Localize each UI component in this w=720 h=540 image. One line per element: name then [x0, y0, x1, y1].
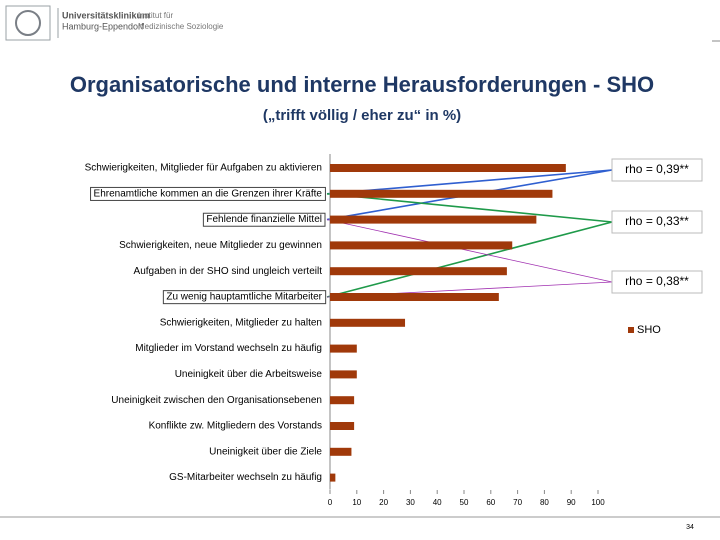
- annotation: rho = 0,38**: [625, 274, 689, 288]
- label-box: [162, 290, 327, 305]
- category-label: Schwierigkeiten, Mitglieder für Aufgaben…: [85, 163, 322, 174]
- x-tick-label: 70: [513, 498, 522, 507]
- category-label: Uneinigkeit zwischen den Organisationseb…: [111, 395, 322, 406]
- chart-title: Organisatorische und interne Herausforde…: [70, 72, 654, 97]
- bar: [330, 293, 499, 301]
- annotation: rho = 0,33**: [625, 214, 689, 228]
- bar: [330, 164, 566, 172]
- label-box: [202, 212, 326, 227]
- x-tick-label: 60: [486, 498, 495, 507]
- annotation: rho = 0,39**: [625, 162, 689, 176]
- category-label: Uneinigkeit über die Ziele: [209, 446, 322, 457]
- bar: [330, 344, 357, 353]
- bar: [330, 447, 352, 456]
- category-label: Konflikte zw. Mitgliedern des Vorstands: [149, 421, 322, 432]
- x-tick-label: 20: [379, 498, 388, 507]
- bar: [330, 241, 513, 250]
- page-number: 34: [686, 524, 694, 531]
- annotation-box: [611, 270, 703, 294]
- category-label: Fehlende finanzielle Mittel: [206, 214, 322, 225]
- x-tick-label: 30: [406, 498, 415, 507]
- category-label: Uneinigkeit über die Arbeitsweise: [175, 369, 323, 380]
- department: Medizinische Soziologie: [138, 22, 224, 31]
- category-label: Zu wenig hauptamtliche Mitarbeiter: [166, 292, 322, 303]
- x-tick-label: 100: [591, 498, 605, 507]
- category-label: GS-Mitarbeiter wechseln zu häufig: [169, 472, 322, 483]
- bar: [330, 267, 507, 276]
- x-tick-label: 50: [460, 498, 469, 507]
- category-label: Schwierigkeiten, neue Mitglieder zu gewi…: [119, 240, 322, 251]
- annotation-box: [611, 158, 703, 182]
- x-tick-label: 90: [567, 498, 576, 507]
- connector: [326, 193, 613, 223]
- bar: [330, 370, 357, 379]
- x-tick-label: 80: [540, 498, 549, 507]
- chart-subtitle: („trifft völlig / eher zu“ in %): [263, 107, 461, 124]
- category-label: Schwierigkeiten, Mitglieder zu halten: [160, 317, 322, 328]
- x-tick-label: 10: [352, 498, 361, 507]
- legend-swatch: [628, 327, 634, 333]
- category-label: Mitglieder im Vorstand wechseln zu häufi…: [135, 343, 322, 354]
- department: Institut für: [138, 11, 173, 20]
- bar: [330, 215, 537, 224]
- bar: [330, 318, 406, 327]
- institution: Universitätsklinikum: [62, 10, 150, 20]
- logo-seal: [15, 10, 41, 36]
- legend-label: SHO: [637, 324, 661, 336]
- bar: [330, 396, 355, 405]
- x-tick-label: 40: [433, 498, 442, 507]
- bar: [330, 422, 355, 430]
- connector: [326, 219, 613, 283]
- label-box: [90, 186, 326, 201]
- annotation-box: [611, 210, 703, 234]
- connector: [326, 221, 613, 298]
- category-label: Aufgaben in der SHO sind ungleich vertei…: [134, 266, 323, 277]
- category-label: Ehrenamtliche kommen an die Grenzen ihre…: [94, 188, 323, 199]
- bar: [330, 189, 553, 198]
- institution: Hamburg-Eppendorf: [62, 21, 144, 31]
- bar: [330, 473, 336, 482]
- x-tick-label: 0: [328, 498, 333, 507]
